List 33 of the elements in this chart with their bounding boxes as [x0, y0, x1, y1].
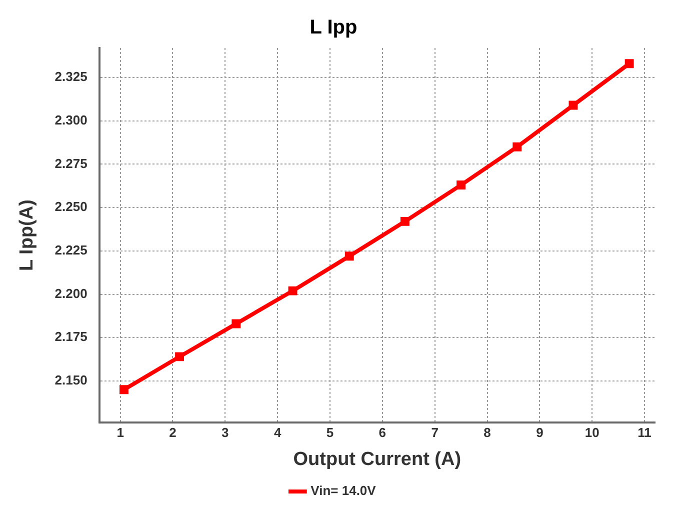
y-tick-label: 2.325: [54, 69, 88, 84]
x-tick-label: 9: [536, 424, 544, 440]
x-tick-label: 11: [638, 424, 652, 440]
point: [175, 352, 184, 362]
point: [288, 286, 298, 296]
x-tick-label: 2: [169, 424, 176, 440]
x-tick-label: 8: [484, 424, 491, 440]
point: [624, 59, 634, 68]
x-tick-label: 3: [222, 424, 229, 440]
point: [344, 252, 354, 261]
chart-title: L Ipp: [310, 16, 358, 39]
x-tick-label: 4: [274, 424, 282, 440]
y-tick-label: 2.250: [54, 199, 88, 214]
y-tick-label: 2.200: [54, 286, 88, 301]
y-tick-label: 2.275: [54, 156, 88, 171]
y-tick-label: 2.175: [54, 329, 88, 344]
x-axis-title: Output Current (A): [293, 448, 462, 470]
point: [512, 142, 522, 152]
point: [568, 100, 578, 110]
point: [232, 319, 241, 328]
legend-label: Vin= 14.0V: [310, 483, 376, 498]
y-tick-label: 2.150: [54, 372, 88, 388]
point: [119, 385, 128, 394]
x-tick-label: 1: [116, 424, 124, 440]
x-tick-label: 5: [326, 424, 334, 440]
x-tick-label: 6: [378, 424, 386, 440]
x-tick-label: 7: [431, 424, 438, 440]
y-axis-title: L Ipp(A): [16, 200, 38, 272]
y-tick-label: 2.225: [54, 242, 88, 258]
point: [456, 180, 466, 190]
y-tick-label: 2.300: [54, 112, 88, 128]
point: [400, 216, 410, 226]
x-tick-label: 10: [584, 424, 600, 440]
